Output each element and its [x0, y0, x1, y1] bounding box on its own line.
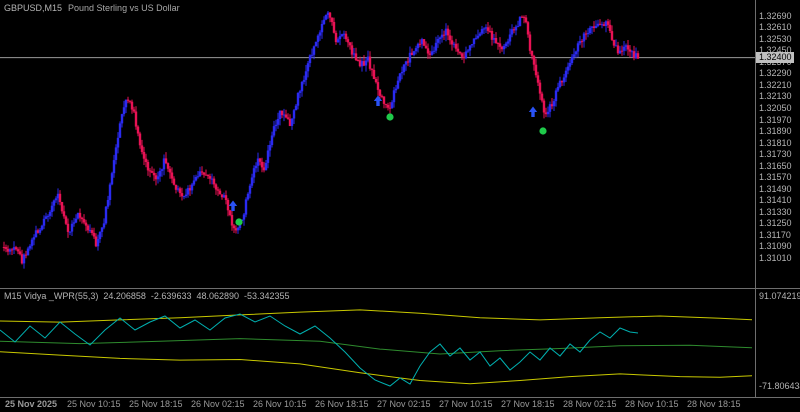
- time-tick-label: 25 Nov 2025: [5, 399, 58, 409]
- price-tick-label: 1.31090: [759, 241, 792, 251]
- vidya-wpr-line: [0, 313, 639, 387]
- indicator-value-upper: 48.062890: [196, 291, 240, 301]
- time-tick-label: 26 Nov 10:15: [253, 399, 307, 409]
- price-tick-label: 1.31730: [759, 149, 792, 159]
- symbol-description-label: Pound Sterling vs US Dollar: [68, 3, 180, 13]
- price-tick-label: 1.31250: [759, 218, 792, 228]
- price-tick-label: 1.32050: [759, 103, 792, 113]
- time-tick-label: 25 Nov 18:15: [129, 399, 183, 409]
- price-tick-label: 1.31410: [759, 195, 792, 205]
- time-tick-label: 26 Nov 02:15: [191, 399, 245, 409]
- buy-arrow-icon: [528, 106, 538, 117]
- time-tick-label: 26 Nov 18:15: [315, 399, 369, 409]
- buy-arrow-icon: [228, 200, 238, 211]
- time-tick-label: 27 Nov 18:15: [501, 399, 555, 409]
- time-tick-label: 28 Nov 18:15: [687, 399, 741, 409]
- time-axis-divider: [0, 397, 800, 398]
- price-tick-label: 1.32530: [759, 34, 792, 44]
- time-tick-label: 28 Nov 10:15: [625, 399, 679, 409]
- price-tick-label: 1.31970: [759, 115, 792, 125]
- indicator-name: M15 Vidya _WPR(55,3): [4, 291, 99, 301]
- price-tick-label: 1.32130: [759, 91, 792, 101]
- signal-markers: [228, 95, 547, 226]
- signal-dot-icon: [235, 218, 243, 226]
- price-tick-label: 1.31490: [759, 184, 792, 194]
- indicator-axis-label: -71.806434: [759, 381, 800, 391]
- indicator-axis-label: 91.074219: [759, 291, 800, 301]
- indicator-label: M15 Vidya _WPR(55,3) 24.206858 -2.639633 48…: [4, 291, 295, 301]
- indicator-plot: [0, 309, 753, 387]
- price-chart-area[interactable]: GBPUSD,M15 Pound Sterling vs US Dollar: [0, 0, 755, 288]
- time-tick-label: 27 Nov 10:15: [439, 399, 493, 409]
- time-tick-label: 28 Nov 02:15: [563, 399, 617, 409]
- indicator-value-signal: -2.639633: [150, 291, 192, 301]
- candles: [2, 11, 640, 269]
- symbol-timeframe-label: GBPUSD,M15: [4, 3, 63, 13]
- indicator-value-main: 24.206858: [103, 291, 146, 301]
- price-tick-label: 1.31010: [759, 253, 792, 263]
- candlestick-plot: [0, 11, 755, 269]
- time-tick-label: 27 Nov 02:15: [377, 399, 431, 409]
- buy-arrow-icon: [373, 95, 383, 106]
- price-tick-label: 1.31890: [759, 126, 792, 136]
- price-axis[interactable]: 1.326901.326101.325301.324501.323701.322…: [755, 0, 800, 397]
- price-tick-label: 1.32690: [759, 11, 792, 21]
- price-tick-label: 1.32450: [759, 45, 792, 55]
- indicator-subwindow[interactable]: M15 Vidya _WPR(55,3) 24.206858 -2.639633 48…: [0, 289, 755, 397]
- price-tick-label: 1.31330: [759, 207, 792, 217]
- price-tick-label: 1.31810: [759, 138, 792, 148]
- price-tick-label: 1.31650: [759, 161, 792, 171]
- price-tick-label: 1.32290: [759, 68, 792, 78]
- price-tick-label: 1.31170: [759, 230, 791, 240]
- price-tick-label: 1.31570: [759, 172, 792, 182]
- signal-dot-icon: [386, 113, 394, 121]
- indicator-window-divider[interactable]: [0, 288, 800, 289]
- time-axis[interactable]: 25 Nov 2025 25 Nov 10:15 25 Nov 18:15 26 No…: [0, 398, 800, 412]
- time-tick-label: 25 Nov 10:15: [67, 399, 121, 409]
- signal-line: [0, 338, 753, 355]
- upper-band-line: [0, 309, 753, 323]
- indicator-value-lower: -53.342355: [244, 291, 290, 301]
- chart-title: GBPUSD,M15 Pound Sterling vs US Dollar: [4, 3, 180, 13]
- price-tick-label: 1.32610: [759, 22, 792, 32]
- price-tick-label: 1.32210: [759, 80, 792, 90]
- current-price-tag: 1.32400: [756, 52, 794, 63]
- signal-dot-icon: [539, 127, 547, 135]
- lower-band-line: [0, 351, 753, 385]
